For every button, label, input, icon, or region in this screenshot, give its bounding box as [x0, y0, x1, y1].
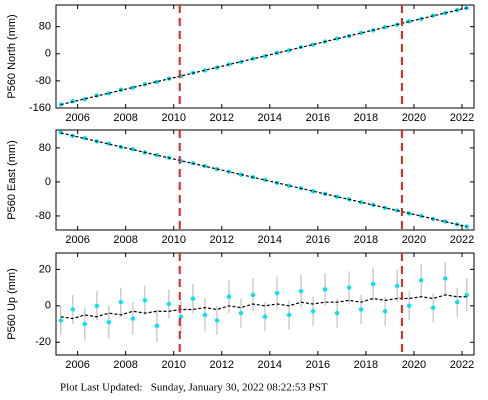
point: [464, 224, 469, 229]
point: [190, 296, 196, 301]
point: [142, 298, 148, 303]
point: [118, 299, 124, 305]
x-tick-label: 2008: [113, 234, 137, 246]
y-tick-label: 0: [45, 300, 51, 312]
point: [274, 290, 280, 296]
x-tick-label: 2010: [161, 359, 185, 371]
y-tick-label: -20: [35, 336, 51, 348]
x-tick-label: 2016: [306, 234, 330, 246]
point: [106, 320, 112, 325]
point: [322, 287, 328, 292]
y-tick-label: -80: [35, 210, 51, 222]
x-tick-label: 2006: [65, 359, 89, 371]
point: [82, 135, 88, 141]
point: [286, 183, 292, 188]
point: [382, 309, 388, 314]
x-tick-label: 2022: [450, 112, 474, 124]
y-tick-label: 20: [39, 263, 51, 275]
point: [238, 310, 244, 316]
x-tick-label: 2018: [354, 112, 378, 124]
point: [238, 172, 244, 177]
model-line: [60, 132, 467, 228]
point: [298, 289, 304, 294]
x-tick-label: 2022: [450, 234, 474, 246]
point: [442, 276, 448, 281]
y-axis-label: P560 Up (mm): [6, 268, 18, 340]
point: [130, 316, 136, 321]
x-tick-label: 2018: [354, 359, 378, 371]
point: [442, 219, 448, 224]
x-tick-label: 2012: [210, 359, 234, 371]
x-tick-label: 2008: [113, 359, 137, 371]
x-tick-label: 2020: [402, 112, 426, 124]
point: [358, 200, 364, 205]
point: [370, 281, 376, 287]
point: [394, 283, 400, 288]
point: [454, 299, 460, 305]
point: [94, 303, 100, 309]
x-tick-label: 2020: [402, 234, 426, 246]
point: [250, 292, 256, 298]
y-tick-label: 0: [45, 176, 51, 188]
point: [334, 194, 340, 200]
point: [406, 19, 412, 24]
y-tick-label: -80: [35, 75, 51, 87]
x-tick-label: 2010: [161, 234, 185, 246]
y-axis-label: P560 North (mm): [6, 14, 18, 98]
point: [70, 307, 76, 312]
point: [226, 294, 232, 299]
x-tick-label: 2012: [210, 234, 234, 246]
point: [82, 96, 88, 102]
x-tick-label: 2012: [210, 112, 234, 124]
x-tick-label: 2010: [161, 112, 185, 124]
point: [310, 189, 316, 194]
x-tick-label: 2020: [402, 359, 426, 371]
point: [310, 42, 316, 47]
point: [154, 152, 160, 158]
point: [334, 310, 340, 316]
point: [286, 312, 292, 318]
point: [154, 323, 160, 329]
x-tick-label: 2006: [65, 112, 89, 124]
point: [418, 213, 424, 219]
point: [286, 48, 292, 53]
y-tick-label: 80: [39, 142, 51, 154]
point: [166, 301, 172, 307]
point: [406, 303, 412, 309]
point: [346, 285, 352, 290]
x-tick-label: 2008: [113, 112, 137, 124]
x-tick-label: 2016: [306, 112, 330, 124]
point: [430, 305, 436, 310]
point: [58, 130, 64, 135]
x-tick-label: 2014: [258, 359, 282, 371]
point: [418, 278, 424, 283]
y-axis-label: P560 East (mm): [6, 140, 18, 219]
point: [262, 314, 268, 319]
x-tick-label: 2014: [258, 234, 282, 246]
point: [464, 292, 469, 298]
y-tick-label: -160: [29, 102, 51, 114]
point: [310, 309, 316, 314]
point: [358, 307, 364, 312]
y-tick-label: 80: [39, 21, 51, 33]
model-line: [60, 7, 467, 106]
x-tick-label: 2018: [354, 234, 378, 246]
point: [178, 314, 184, 319]
x-tick-label: 2014: [258, 112, 282, 124]
x-tick-label: 2022: [450, 359, 474, 371]
point: [382, 24, 388, 30]
x-tick-label: 2016: [306, 359, 330, 371]
footer: Plot Last Updated: Sunday, January 30, 2…: [60, 382, 328, 394]
point: [154, 79, 160, 85]
point: [82, 321, 88, 327]
point: [202, 312, 208, 318]
point: [214, 318, 220, 323]
point: [202, 68, 208, 73]
x-tick-label: 2006: [65, 234, 89, 246]
point: [58, 318, 64, 323]
point: [58, 102, 64, 107]
point: [262, 53, 268, 59]
y-tick-label: 0: [45, 48, 51, 60]
